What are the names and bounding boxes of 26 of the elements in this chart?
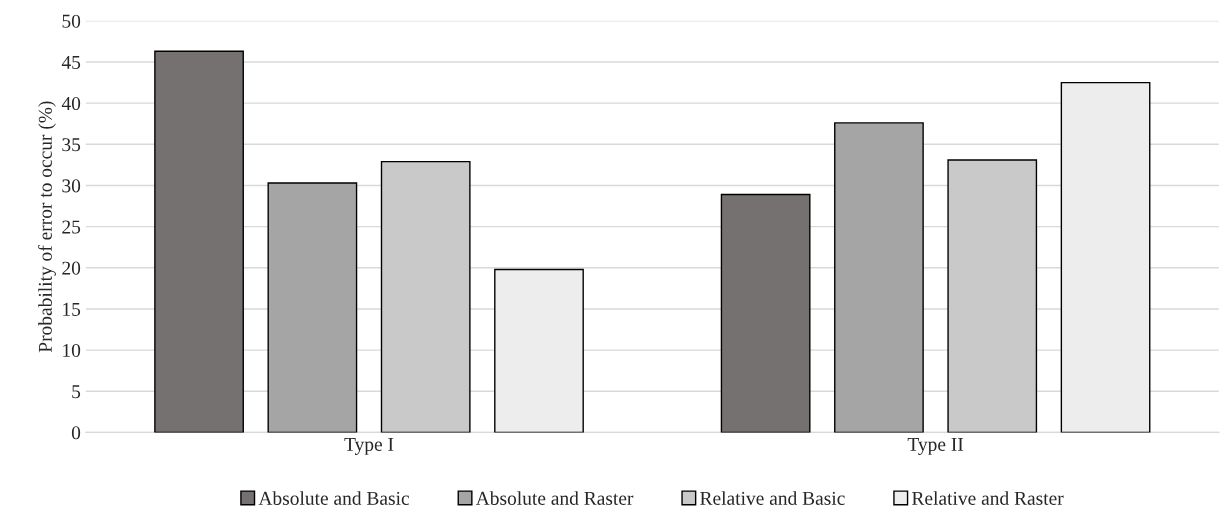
bar <box>154 50 244 433</box>
bar <box>267 182 358 433</box>
y-tick-label: 0 <box>71 426 81 440</box>
x-tick-label: Type I <box>344 438 394 455</box>
y-tick-label: 5 <box>72 385 81 399</box>
y-tick-label: 10 <box>63 343 81 358</box>
bar <box>1060 81 1151 433</box>
y-tick-label: 15 <box>63 302 81 316</box>
bar <box>380 160 471 433</box>
y-tick-label: 35 <box>62 138 81 152</box>
y-tick-label: 20 <box>62 261 81 275</box>
legend-label: Absolute and Basic <box>258 491 410 505</box>
x-tick-label: Type II <box>907 438 964 455</box>
legend-label: Relative and Raster <box>912 491 1064 505</box>
bar <box>494 268 584 433</box>
bar <box>947 159 1038 433</box>
legend-label: Absolute and Raster <box>475 491 634 505</box>
y-tick-label: 30 <box>62 179 81 193</box>
y-axis-title: Probability of error to occur (%) <box>38 101 56 353</box>
y-tick-label: 50 <box>62 14 81 28</box>
y-tick-label: 45 <box>61 55 81 69</box>
y-tick-label: 40 <box>61 96 81 111</box>
y-tick-label: 25 <box>62 220 81 234</box>
bar <box>834 122 924 433</box>
bar <box>720 193 811 433</box>
legend-label: Relative and Basic <box>700 491 845 505</box>
